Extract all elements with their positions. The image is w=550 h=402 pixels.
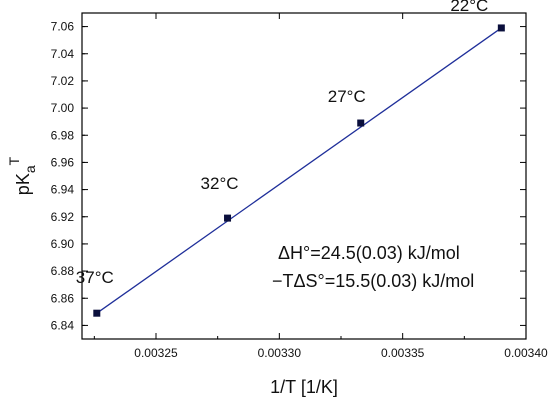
y-axis-title: pKaT [6, 156, 38, 195]
y-tick-label: 6.86 [51, 291, 75, 305]
y-tick-label: 6.92 [51, 210, 75, 224]
annotation-entropy: −TΔS°=15.5(0.03) kJ/mol [272, 271, 474, 291]
x-tick-label: 0.00330 [258, 346, 302, 360]
data-point [357, 119, 365, 127]
x-tick-label: 0.00335 [381, 346, 425, 360]
y-tick-label: 6.94 [51, 183, 75, 197]
y-axis-title-sup: T [6, 156, 22, 165]
data-points [93, 24, 505, 317]
point-label: 32°C [201, 174, 239, 193]
fit-line [96, 27, 502, 314]
y-axis-title-base: pK [13, 173, 33, 195]
annotation-enthalpy: ΔH°=24.5(0.03) kJ/mol [278, 243, 460, 263]
data-point [224, 214, 232, 222]
y-tick-label: 6.90 [51, 237, 75, 251]
x-tick-label: 0.00325 [134, 346, 178, 360]
y-tick-label: 7.00 [51, 101, 75, 115]
point-label: 37°C [76, 268, 114, 287]
point-label: 22°C [450, 0, 488, 15]
x-axis-title: 1/T [1/K] [270, 377, 338, 397]
point-labels: 37°C 32°C 27°C 22°C [76, 0, 489, 287]
point-label: 27°C [328, 87, 366, 106]
x-tick-label: 0.00340 [504, 346, 548, 360]
y-tick-label: 6.88 [51, 264, 75, 278]
y-axis-title-sub: a [22, 165, 38, 173]
y-tick-label: 6.84 [51, 318, 75, 332]
y-tick-label: 7.02 [51, 74, 75, 88]
y-tick-label: 6.98 [51, 128, 75, 142]
data-point [497, 24, 505, 32]
y-tick-label: 7.06 [51, 20, 75, 34]
y-tick-label: 6.96 [51, 155, 75, 169]
x-axis-ticks: 0.00325 0.00330 0.00335 0.00340 [93, 13, 548, 360]
data-point [93, 309, 101, 317]
svg-text:pKaT: pKaT [6, 156, 38, 195]
y-axis-ticks: 6.84 6.86 6.88 6.90 6.92 6.94 6.96 6.98 7.00 7.02… [51, 20, 526, 332]
plot-frame [81, 12, 527, 340]
y-tick-label: 7.04 [51, 47, 75, 61]
